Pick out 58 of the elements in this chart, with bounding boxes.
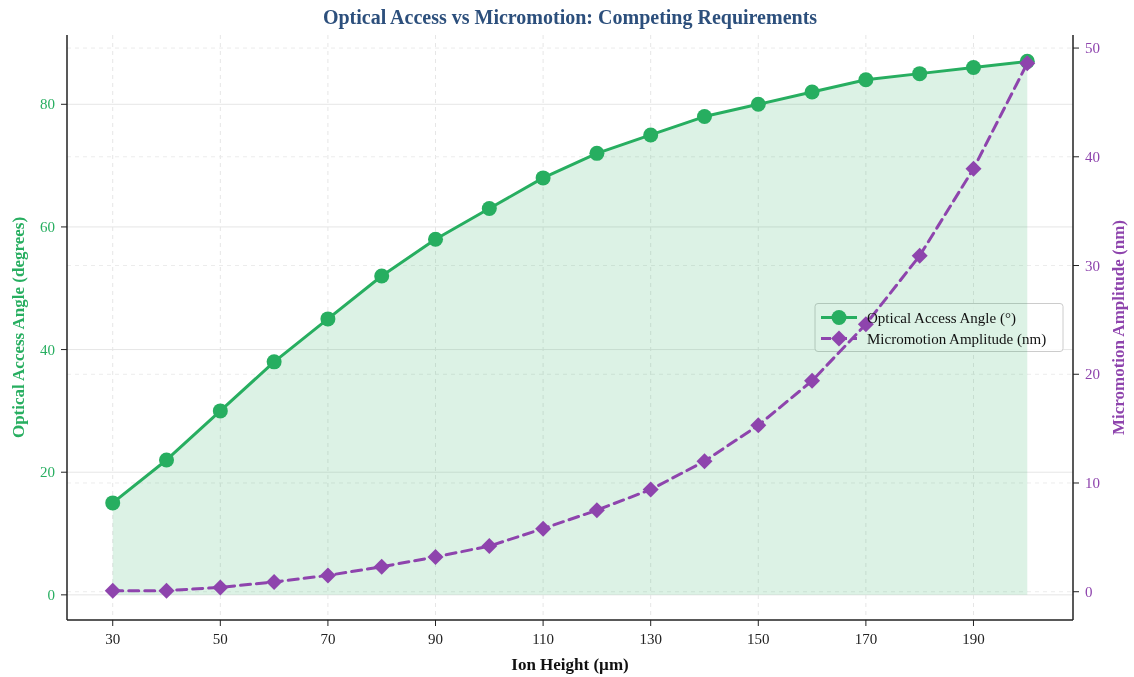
point — [588, 502, 605, 519]
point — [696, 453, 713, 470]
x-tick-label: 190 — [962, 631, 985, 647]
point — [965, 160, 982, 177]
point — [535, 520, 552, 537]
point — [158, 582, 175, 599]
point — [911, 247, 928, 264]
point — [589, 145, 605, 161]
point — [912, 66, 928, 82]
point — [696, 109, 712, 125]
y-tick-label: 80 — [40, 96, 55, 113]
point — [266, 573, 283, 590]
point — [319, 567, 336, 584]
y-tick-label: 20 — [40, 464, 55, 481]
point — [965, 60, 981, 75]
x-axis-title: Ion Height (µm) — [511, 655, 629, 674]
point — [804, 84, 820, 100]
point — [159, 452, 175, 468]
x-tick-label: 170 — [854, 631, 878, 647]
y2-tick-label: 0 — [1085, 583, 1093, 600]
x-tick-label: 70 — [320, 631, 336, 647]
point — [535, 170, 551, 186]
x-tick-label: 110 — [532, 631, 555, 647]
legend-label: Micromotion Amplitude (nm) — [867, 330, 1047, 348]
x-tick-label: 90 — [428, 631, 444, 647]
point — [373, 558, 390, 575]
point — [750, 417, 767, 434]
point — [320, 311, 336, 327]
y2-tick-label: 10 — [1085, 474, 1100, 491]
point — [481, 538, 498, 555]
x-tick-label: 30 — [105, 631, 121, 647]
y-tick-label: 0 — [47, 586, 55, 603]
point — [212, 403, 228, 419]
point — [266, 354, 282, 370]
point — [804, 372, 821, 389]
y-tick-label: 40 — [40, 341, 55, 358]
point — [104, 582, 121, 599]
y2-tick-label: 30 — [1085, 257, 1100, 274]
y2-tick-label: 50 — [1085, 40, 1100, 57]
point — [481, 201, 497, 217]
point — [643, 127, 659, 143]
chart-title: Optical Access vs Micromotion: Competing Requirements — [322, 6, 818, 29]
point — [212, 579, 229, 596]
y-tick-label: 60 — [40, 218, 55, 235]
point — [374, 268, 390, 284]
x-tick-label: 150 — [747, 631, 770, 647]
point — [642, 481, 659, 498]
point — [428, 231, 444, 247]
point — [750, 96, 766, 112]
point — [858, 72, 874, 88]
y2-tick-label: 20 — [1085, 366, 1100, 383]
y-axis-title: Optical Access Angle (degrees) — [9, 216, 28, 439]
y2-tick-label: 40 — [1085, 148, 1100, 165]
x-tick-label: 130 — [639, 631, 662, 647]
point — [427, 548, 444, 565]
x-tick-label: 50 — [212, 631, 228, 647]
point — [105, 495, 121, 511]
y2-axis-title: Micromotion Amplitude (nm) — [1109, 219, 1128, 436]
